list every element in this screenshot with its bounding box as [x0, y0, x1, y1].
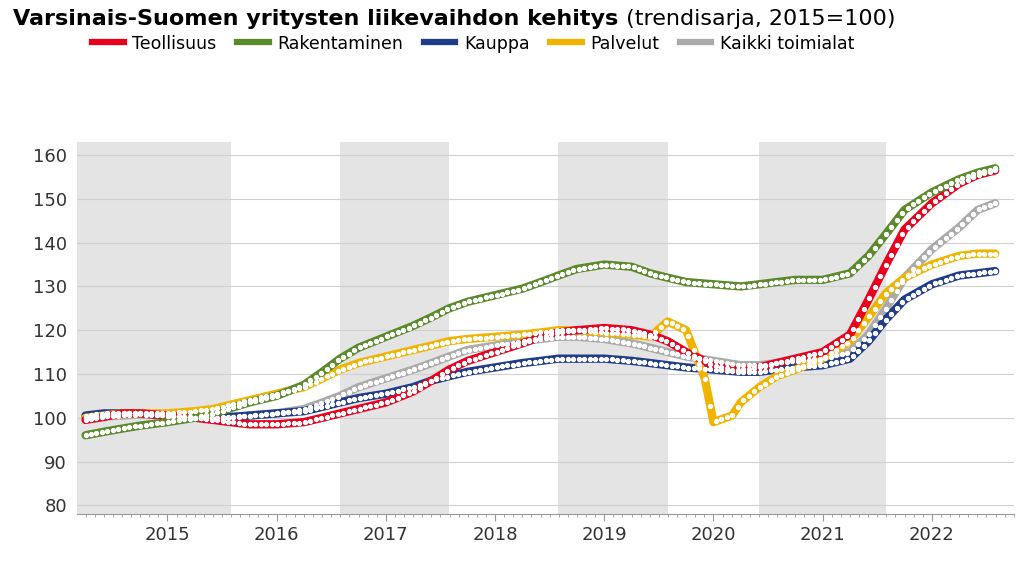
Bar — [77, 142, 230, 514]
Bar — [340, 142, 450, 514]
Text: Varsinais-Suomen yritysten liikevaihdon kehitys: Varsinais-Suomen yritysten liikevaihdon … — [13, 9, 618, 28]
Text: (trendisarja, 2015=100): (trendisarja, 2015=100) — [618, 9, 895, 28]
Legend: Teollisuus, Rakentaminen, Kauppa, Palvelut, Kaikki toimialat: Teollisuus, Rakentaminen, Kauppa, Palvel… — [85, 28, 861, 60]
Bar — [558, 142, 668, 514]
Bar — [760, 142, 886, 514]
